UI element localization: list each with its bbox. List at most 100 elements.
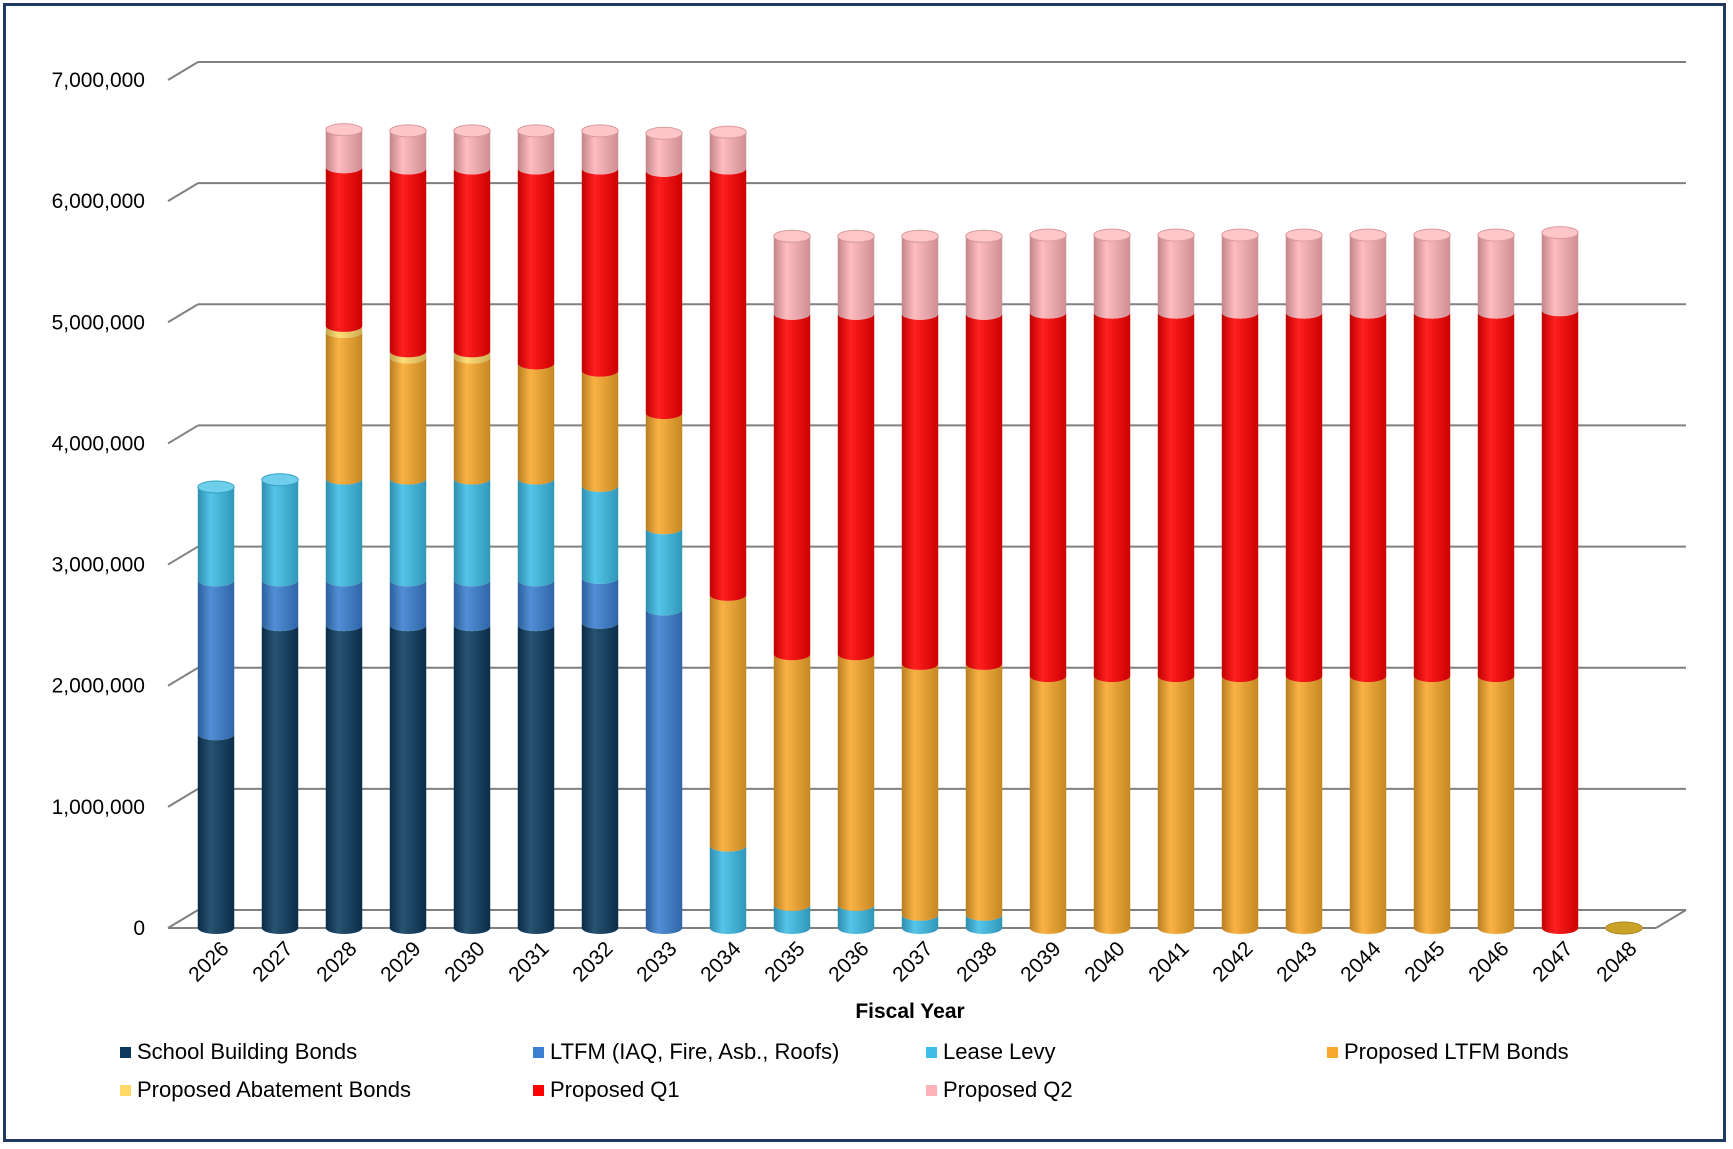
bar-segment <box>1413 312 1451 683</box>
bar-cap <box>389 124 427 138</box>
x-axis: 2026 2027 2028 2029 2030 2031 2032 2033 2034 2035… <box>184 937 1641 987</box>
bar-segment <box>197 580 235 741</box>
bar-stack-2031 <box>517 124 555 934</box>
bar-segment <box>389 478 427 587</box>
bar-segment <box>709 168 747 601</box>
bar-segment <box>901 663 939 921</box>
bar-segment <box>1477 312 1515 683</box>
bar-segment <box>1029 235 1067 319</box>
bar-stack-2033 <box>645 126 683 934</box>
bar-segment <box>645 413 683 535</box>
bar-segment <box>901 914 939 934</box>
x-tick-label: 2046 <box>1464 937 1513 986</box>
bar-cap <box>1477 228 1515 242</box>
bar-stack-2037 <box>901 229 939 934</box>
x-tick-label: 2036 <box>824 937 873 986</box>
bar-segment <box>453 168 491 358</box>
gridline-depth <box>167 909 199 929</box>
bar-stack-2028 <box>325 123 363 934</box>
bar-stack-2044 <box>1349 228 1387 934</box>
gridline-depth <box>167 61 199 81</box>
bar-cap <box>709 125 747 139</box>
bar-segment <box>517 168 555 370</box>
bar-segment <box>517 363 555 485</box>
bar-segment <box>453 357 491 485</box>
gridline-depth <box>167 424 199 445</box>
bar-segment <box>773 236 811 320</box>
bar-cap <box>1221 228 1259 242</box>
x-tick-label: 2032 <box>568 937 617 986</box>
bar-segment <box>1413 235 1451 319</box>
gridline-depth <box>167 303 199 324</box>
bar-segment <box>1541 232 1579 317</box>
bar-segment <box>581 370 619 492</box>
bar-segment <box>581 130 619 175</box>
x-tick-label: 2048 <box>1592 937 1641 986</box>
bar-segment <box>837 654 875 911</box>
bar-cap <box>453 124 491 138</box>
bar-segment <box>773 654 811 911</box>
bar-stack-2047 <box>1541 226 1579 935</box>
bar-segment <box>645 170 683 420</box>
bar-stack-2030 <box>453 124 491 934</box>
bar-segment <box>837 236 875 320</box>
x-axis-label: Fiscal Year <box>855 1000 964 1023</box>
bar-segment <box>1029 312 1067 683</box>
bar-segment <box>773 313 811 661</box>
bar-segment <box>1477 235 1515 319</box>
x-tick-label: 2038 <box>952 937 1001 986</box>
y-tick-label: 5,000,000 <box>52 311 145 334</box>
bar-segment <box>453 478 491 587</box>
bar-stack-2026 <box>197 480 235 934</box>
bar-segment <box>389 130 427 175</box>
bar-stack-2035 <box>773 229 811 934</box>
bar-segment <box>709 594 747 852</box>
bar-cap <box>581 124 619 138</box>
bar-cap <box>261 473 299 487</box>
bar-segment <box>1413 676 1451 934</box>
bar-segment <box>645 133 683 177</box>
bar-cap <box>1029 228 1067 242</box>
y-tick-label: 7,000,000 <box>52 69 145 92</box>
bar-segment <box>325 331 363 485</box>
y-tick-label: 0 <box>133 917 145 940</box>
x-tick-label: 2026 <box>184 937 233 986</box>
y-tick-label: 4,000,000 <box>52 432 145 455</box>
bar-segment <box>645 609 683 934</box>
bar-segment <box>261 479 299 587</box>
bar-stack-2032 <box>581 124 619 934</box>
gridline-depth <box>167 787 199 808</box>
x-tick-label: 2030 <box>440 937 489 986</box>
bar-cap <box>1285 228 1323 242</box>
x-tick-label: 2039 <box>1016 937 1065 986</box>
bar-stack-2045 <box>1413 228 1451 934</box>
x-tick-label: 2033 <box>632 937 681 986</box>
x-tick-label: 2041 <box>1144 937 1193 986</box>
bar-cap <box>1413 228 1451 242</box>
bars <box>197 123 1643 935</box>
y-tick-label: 6,000,000 <box>52 190 145 213</box>
bar-segment <box>1285 235 1323 319</box>
bar-cap <box>837 229 875 243</box>
bar-segment <box>453 625 491 934</box>
bar-segment <box>1029 676 1067 934</box>
bar-stack-2027 <box>261 473 299 934</box>
bar-segment <box>1093 235 1131 319</box>
x-tick-label: 2031 <box>504 937 553 986</box>
bar-segment <box>709 132 747 175</box>
bar-segment <box>837 313 875 661</box>
bar-segment <box>581 168 619 377</box>
bar-segment <box>1541 310 1579 935</box>
bar-segment <box>389 625 427 934</box>
x-tick-label: 2045 <box>1400 937 1449 986</box>
bar-segment <box>837 904 875 934</box>
bar-segment <box>901 236 939 320</box>
bar-cap <box>1541 226 1579 240</box>
bar-segment <box>1093 676 1131 934</box>
bar-segment <box>325 167 363 332</box>
gridline-depth <box>167 545 199 566</box>
x-tick-label: 2035 <box>760 937 809 986</box>
bar-segment <box>389 168 427 358</box>
bar-segment <box>517 478 555 587</box>
